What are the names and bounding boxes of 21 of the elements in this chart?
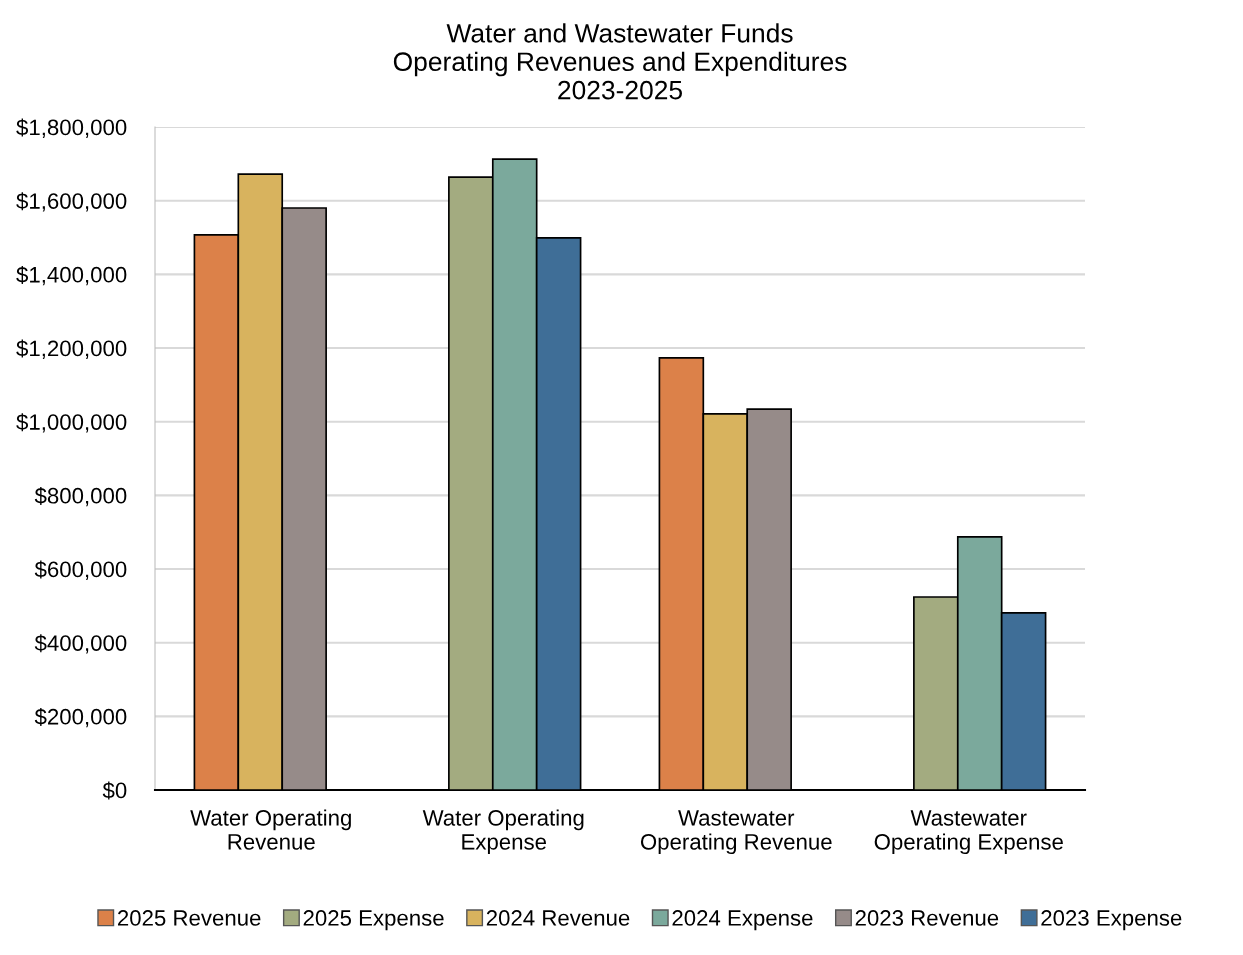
x-tick-label: Wastewater Operating Revenue xyxy=(640,810,832,855)
legend-label: 2023 Expense xyxy=(1041,910,1182,931)
legend-label: 2025 Revenue xyxy=(117,910,261,926)
legend-label: 2024 Expense xyxy=(672,910,813,931)
legend-label: 2023 Revenue xyxy=(855,910,999,926)
x-tick-label: Wastewater Operating Expense xyxy=(874,810,1063,855)
x-tick-label: Water Operating Revenue xyxy=(190,809,351,850)
y-tick-label: $1,600,000 xyxy=(16,192,127,212)
y-tick-label: $1,000,000 xyxy=(16,413,127,433)
x-tick-label: Water Operating Expense xyxy=(422,809,584,855)
y-tick-label: $1,400,000 xyxy=(16,265,127,286)
legend-label: 2025 Expense xyxy=(303,910,444,931)
y-tick-label: $600,000 xyxy=(34,560,127,580)
y-tick-label: $0 xyxy=(102,781,127,800)
y-tick-label: $800,000 xyxy=(34,486,127,507)
y-tick-label: $200,000 xyxy=(34,707,127,728)
y-tick-label: $1,800,000 xyxy=(16,118,127,138)
chart-title: Water and Wastewater Funds Operating Revenues and Expenditures 2023-2025 xyxy=(393,23,847,100)
y-tick-label: $400,000 xyxy=(34,634,127,654)
legend-label: 2024 Revenue xyxy=(486,910,630,926)
y-tick-label: $1,200,000 xyxy=(16,339,127,359)
